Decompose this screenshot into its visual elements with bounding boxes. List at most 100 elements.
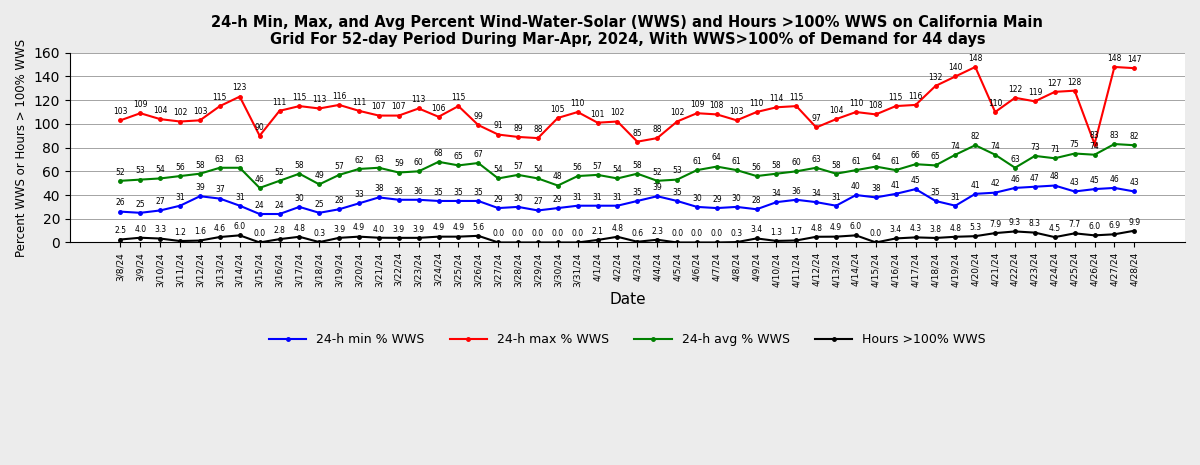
- Text: 110: 110: [988, 99, 1002, 108]
- Text: 43: 43: [1129, 178, 1139, 187]
- Hours >100% WWS: [750, 236, 764, 241]
- 24-h avg % WWS: [750, 173, 764, 179]
- Text: 85: 85: [632, 128, 642, 138]
- Text: 0.0: 0.0: [710, 229, 722, 238]
- Text: 62: 62: [354, 156, 364, 165]
- Text: 63: 63: [374, 154, 384, 164]
- Text: 29: 29: [493, 195, 503, 204]
- Text: 4.8: 4.8: [949, 224, 961, 232]
- Text: 127: 127: [1048, 79, 1062, 88]
- Text: 45: 45: [1090, 176, 1099, 185]
- Text: 3.3: 3.3: [154, 226, 167, 234]
- Text: 25: 25: [314, 199, 324, 209]
- Text: 0.3: 0.3: [313, 229, 325, 238]
- Text: 45: 45: [911, 176, 920, 185]
- Text: 6.0: 6.0: [1088, 222, 1100, 231]
- Text: 40: 40: [851, 182, 860, 191]
- Text: 4.6: 4.6: [214, 224, 226, 233]
- Text: 0.0: 0.0: [571, 229, 583, 238]
- Text: 29: 29: [553, 195, 563, 204]
- Text: 53: 53: [672, 166, 682, 175]
- Text: 43: 43: [1069, 178, 1080, 187]
- Text: 115: 115: [888, 93, 902, 102]
- Text: 4.9: 4.9: [452, 224, 464, 232]
- Text: 36: 36: [792, 186, 802, 196]
- Text: 65: 65: [454, 152, 463, 161]
- Text: 31: 31: [593, 193, 602, 201]
- 24-h max % WWS: [968, 64, 983, 70]
- Text: 54: 54: [155, 165, 166, 174]
- Text: 3.4: 3.4: [889, 225, 902, 234]
- Text: 82: 82: [971, 132, 980, 141]
- Text: 0.3: 0.3: [731, 229, 743, 238]
- Text: 0.0: 0.0: [552, 229, 564, 238]
- Text: 106: 106: [431, 104, 445, 113]
- Text: 35: 35: [672, 188, 682, 197]
- 24-h min % WWS: [252, 211, 266, 217]
- Text: 63: 63: [235, 154, 245, 164]
- Text: 39: 39: [653, 183, 662, 192]
- Text: 35: 35: [632, 188, 642, 197]
- Text: 108: 108: [869, 101, 883, 110]
- Hours >100% WWS: [1068, 231, 1082, 236]
- Text: 5.6: 5.6: [473, 223, 485, 232]
- Text: 63: 63: [1010, 154, 1020, 164]
- Hours >100% WWS: [491, 239, 505, 245]
- Text: 90: 90: [254, 123, 264, 132]
- Text: 28: 28: [335, 196, 344, 205]
- Text: 4.5: 4.5: [1049, 224, 1061, 233]
- Text: 47: 47: [1030, 173, 1039, 183]
- Text: 53: 53: [136, 166, 145, 175]
- Text: 31: 31: [613, 193, 623, 201]
- Text: 29: 29: [712, 195, 721, 204]
- Text: 74: 74: [950, 141, 960, 151]
- Text: 2.8: 2.8: [274, 226, 286, 235]
- 24-h avg % WWS: [193, 171, 208, 177]
- Text: 2.3: 2.3: [652, 226, 664, 236]
- Text: 1.3: 1.3: [770, 228, 782, 237]
- Text: 58: 58: [294, 160, 304, 170]
- Text: 113: 113: [312, 95, 326, 104]
- Text: 1.2: 1.2: [174, 228, 186, 237]
- Text: 8.3: 8.3: [1028, 219, 1040, 228]
- Text: 31: 31: [950, 193, 960, 201]
- Line: 24-h max % WWS: 24-h max % WWS: [119, 65, 1136, 146]
- Text: 35: 35: [474, 188, 484, 197]
- Text: 3.4: 3.4: [750, 225, 763, 234]
- Text: 102: 102: [611, 108, 625, 117]
- Text: 4.8: 4.8: [293, 224, 305, 232]
- Text: 68: 68: [433, 149, 443, 158]
- Text: 91: 91: [493, 121, 503, 130]
- Hours >100% WWS: [1127, 228, 1141, 233]
- Text: 49: 49: [314, 171, 324, 180]
- Text: 110: 110: [750, 99, 763, 108]
- 24-h min % WWS: [790, 197, 804, 203]
- Text: 0.0: 0.0: [492, 229, 504, 238]
- Text: 58: 58: [772, 160, 781, 170]
- Text: 115: 115: [790, 93, 804, 102]
- Text: 61: 61: [692, 157, 702, 166]
- Text: 63: 63: [215, 154, 224, 164]
- Y-axis label: Percent WWS or Hours > 100% WWS: Percent WWS or Hours > 100% WWS: [16, 39, 28, 257]
- Line: 24-h avg % WWS: 24-h avg % WWS: [119, 142, 1136, 190]
- Text: 2.1: 2.1: [592, 227, 604, 236]
- Hours >100% WWS: [790, 238, 804, 243]
- Text: 56: 56: [751, 163, 762, 172]
- Text: 64: 64: [712, 153, 721, 162]
- Text: 35: 35: [931, 188, 941, 197]
- 24-h avg % WWS: [252, 185, 266, 191]
- Text: 7.7: 7.7: [1069, 220, 1081, 229]
- Text: 41: 41: [890, 181, 900, 190]
- Text: 31: 31: [235, 193, 245, 201]
- 24-h avg % WWS: [611, 176, 625, 181]
- 24-h max % WWS: [590, 120, 605, 126]
- Text: 34: 34: [772, 189, 781, 198]
- Text: 0.0: 0.0: [691, 229, 703, 238]
- Text: 41: 41: [971, 181, 980, 190]
- Text: 83: 83: [1090, 131, 1099, 140]
- Text: 3.9: 3.9: [334, 225, 346, 234]
- Text: 74: 74: [1090, 141, 1099, 151]
- Hours >100% WWS: [611, 234, 625, 239]
- Text: 2.5: 2.5: [114, 226, 126, 235]
- Text: 4.8: 4.8: [612, 224, 624, 232]
